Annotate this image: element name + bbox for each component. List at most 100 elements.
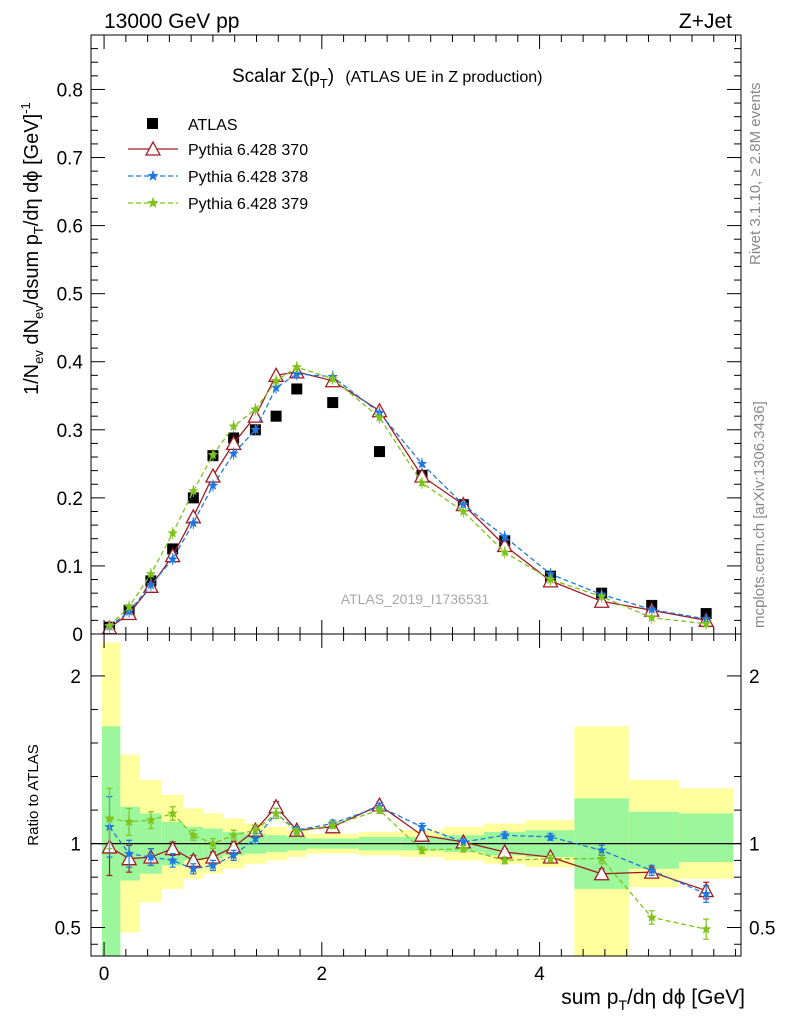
star-data-point [188,485,199,496]
star-data-point [458,505,469,516]
ratio-star-point [499,829,510,840]
ratio-star-point [228,849,239,860]
ratio-star-point [207,838,219,849]
star-data-point [416,477,428,488]
legend-label-atlas: ATLAS [188,117,238,134]
star-data-point [207,480,219,491]
ratio-ytick-label-left: 2 [70,667,81,688]
star-data-point [499,531,510,542]
uncertainty-band-inner [678,813,734,863]
ratio-star-point [416,821,428,832]
ratio-star-point [700,888,712,899]
star-data-point [646,612,657,623]
atlas-data-point [291,383,303,395]
star-data-point [104,620,115,631]
star-data-point [291,368,303,379]
ratio-xtick-label: 4 [534,964,545,985]
legend-label-pythia-379: Pythia 6.428 379 [188,196,308,213]
ratio-star-point [596,853,607,864]
main-ytick-label: 0.1 [57,557,83,578]
star-data-point [291,361,303,372]
mcplots-label: mcplots.cern.ch [arXiv:1306.3436] [751,401,768,628]
atlas-data-point [270,410,282,422]
ratio-star-point [596,844,607,855]
main-ytick-label: 0.3 [57,421,83,442]
legend-marker-pythia-379 [147,197,159,208]
star-data-point [545,574,556,584]
ratio-xtick-label: 2 [317,964,328,985]
ratio-star-point [228,829,239,840]
ratio-star-point [646,864,657,875]
ratio-star-point [250,833,261,844]
ratio-star-point [545,853,556,864]
star-data-point [270,382,282,393]
star-data-point [250,403,261,414]
atlas-data-point [187,492,199,504]
ratio-star-point [374,804,385,815]
legend-label-pythia-370: Pythia 6.428 370 [188,142,308,159]
atlas-data-point [374,446,386,458]
star-data-point [123,601,135,612]
main-ytick-label: 0.2 [57,489,83,510]
ratio-star-point [416,844,428,855]
star-data-point [167,553,178,564]
ratio-star-point [458,843,469,854]
star-data-point [188,517,199,528]
ratio-star-point [545,831,556,842]
ratio-xlabel: sum pT/dη dϕ [GeV] [561,986,745,1013]
ratio-xtick-label: 0 [99,964,110,985]
ratio-star-point [291,826,303,837]
star-data-point [646,604,657,614]
main-plot-area [101,361,715,635]
star-data-point [250,424,261,435]
ratio-ylabel: Ratio to ATLAS [25,744,42,845]
main-panel: 0 0.1 0.2 0.3 0.4 0.5 0.6 0.7 0.8 Scalar Σ(pT) (… [18,34,742,646]
ratio-star-point [458,836,469,847]
main-ytick-label: 0.6 [57,217,83,238]
ratio-star-point [123,848,135,859]
ratio-panel: 0.5 0.5 1 1 2 2 0 2 4 Ratio to ATLAS sum pT/dη d… [25,633,775,1013]
ratio-ytick-label-right: 2 [749,667,760,688]
ratio-star-point [123,816,135,827]
star-data-point [327,373,338,384]
ratio-star-point [104,812,115,823]
star-data-point [145,579,157,590]
star-data-point [270,375,282,386]
main-ytick-label: 0.8 [57,80,83,101]
legend-marker-atlas [147,118,158,129]
header-right: Z+Jet [679,10,732,33]
triangle-data-point [247,407,264,423]
legend-label-pythia-378: Pythia 6.428 378 [188,169,308,186]
star-data-point [499,546,510,557]
header-left: 13000 GeV pp [104,10,239,33]
star-data-point [145,568,157,579]
ratio-ytick-label-left: 0.5 [55,918,81,939]
ratio-frame [90,633,742,957]
ratio-star-point [188,829,199,840]
main-ytick-label: 0.7 [57,149,83,170]
ratio-star-point [270,807,282,818]
star-data-point [416,458,428,469]
star-data-point [228,448,239,459]
ratio-star-point [167,854,178,865]
main-ytick-label: 0.4 [57,353,84,374]
atlas-data-point [327,397,339,409]
legend-entry-pythia-370: Pythia 6.428 370 [128,140,308,159]
main-title: Scalar Σ(pT) (ATLAS UE in Z production) [232,66,542,91]
ratio-star-point [167,807,178,818]
ratio-ytick-label-right: 0.5 [749,918,775,939]
ratio-star-point [207,859,219,870]
legend-marker-pythia-378 [147,170,159,181]
legend-marker-pythia-370 [144,140,162,156]
ratio-star-point [646,911,657,922]
ratio-star-point [499,854,510,865]
main-ytick-label: 0 [72,625,83,646]
star-data-point [167,527,178,538]
ratio-star-point [145,851,157,862]
ratio-triangle-point [593,865,610,881]
star-data-point [700,618,712,629]
legend: ATLAS Pythia 6.428 370 Pythia 6.428 378 … [128,117,308,213]
ratio-plot-area [91,642,741,956]
star-data-point [207,449,219,460]
